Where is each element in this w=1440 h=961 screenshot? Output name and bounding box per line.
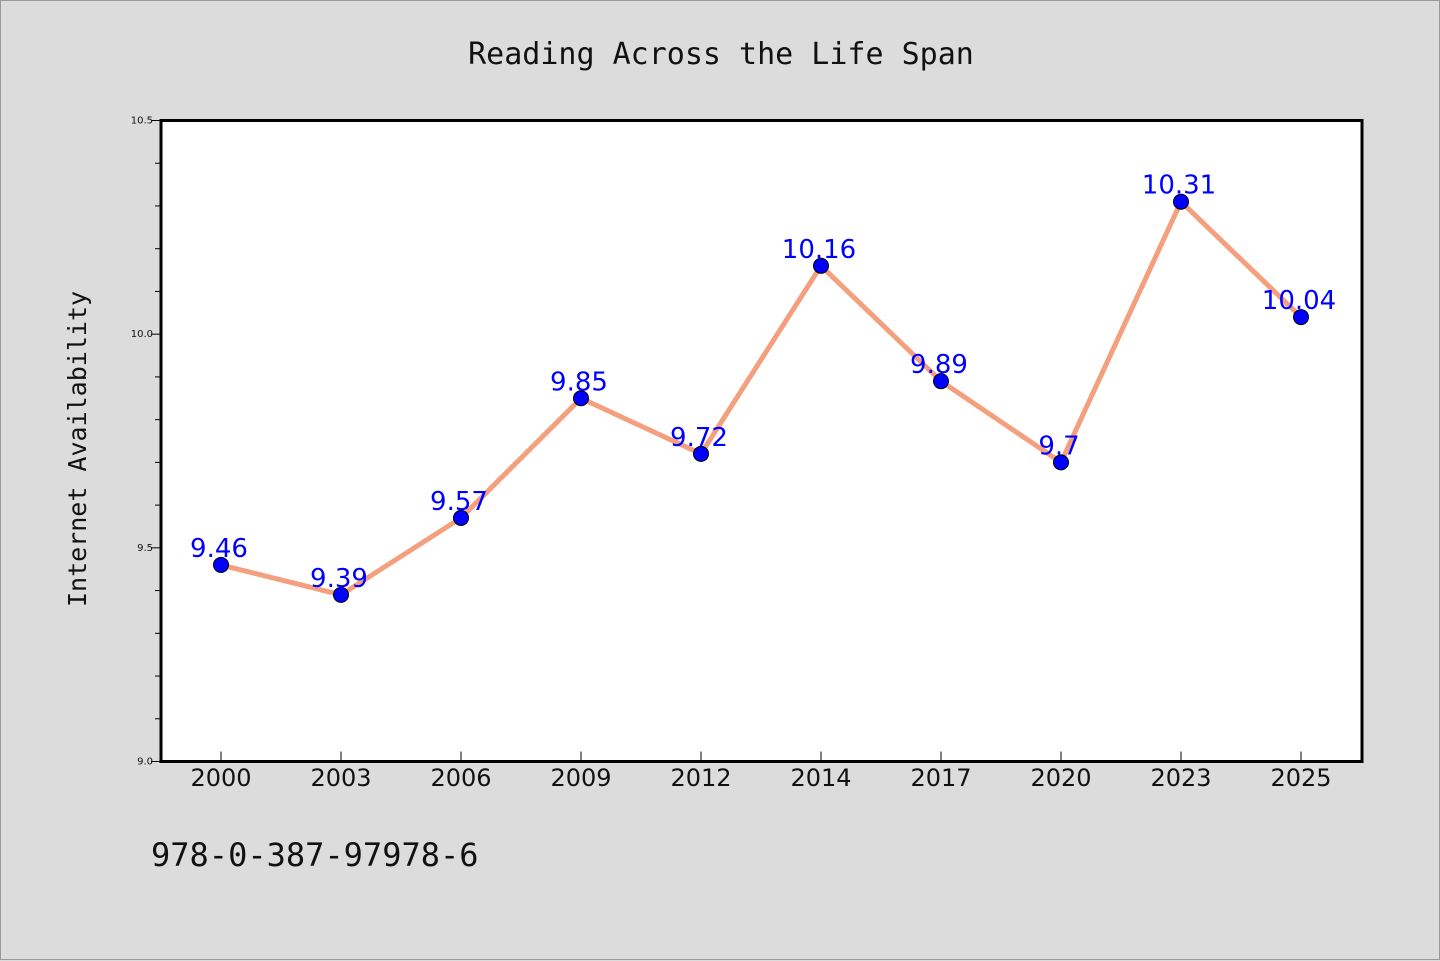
data-label-layer: 9.46 9.39 9.57 9.85 9.72 10.16 9.89 9.7 10.31 10.… — [190, 171, 1336, 594]
series-line — [218, 199, 1304, 598]
data-point-marker — [693, 445, 709, 462]
data-label: 9.57 — [430, 487, 488, 517]
data-point-marker — [333, 586, 349, 603]
x-tick-label: 2012 — [670, 764, 731, 792]
x-tick-label: 2006 — [430, 764, 491, 792]
plot-border — [159, 119, 1364, 763]
y-axis-label: Internet Availability — [63, 291, 92, 607]
data-label: 9.85 — [550, 367, 608, 397]
x-tick-label: 2003 — [310, 764, 371, 792]
data-label: 9.72 — [670, 423, 728, 453]
data-point-marker — [453, 509, 469, 526]
footer-code: 978-0-387-97978-6 — [151, 836, 479, 874]
data-label: 9.89 — [910, 350, 968, 380]
data-point-marker — [573, 390, 589, 407]
data-point-marker — [1173, 193, 1189, 210]
data-label: 10.16 — [782, 235, 856, 265]
data-point-marker — [1053, 454, 1069, 471]
series-layer — [213, 193, 1309, 603]
x-tick-label: 2017 — [910, 764, 971, 792]
y-tick-label: 10.5 — [131, 116, 153, 127]
data-point-marker — [213, 556, 229, 573]
y-tick-label: 10.0 — [131, 329, 153, 340]
data-label: 9.39 — [310, 564, 368, 594]
x-tick-label: 2014 — [790, 764, 851, 792]
data-label: 10.31 — [1142, 171, 1216, 201]
chart-title: Reading Across the Life Span — [468, 37, 974, 72]
data-label: 10.04 — [1262, 286, 1336, 316]
y-tick-label: 9.5 — [137, 543, 153, 554]
x-tick-label: 2025 — [1270, 764, 1331, 792]
data-point-marker — [933, 373, 949, 390]
x-tick-label: 2000 — [190, 764, 251, 792]
data-label: 9.46 — [190, 534, 248, 564]
x-tick-label: 2009 — [550, 764, 611, 792]
x-tick-label: 2020 — [1030, 764, 1091, 792]
y-axis-ticks: 9.0 9.5 10.0 10.5 — [131, 116, 161, 768]
data-point-marker — [813, 257, 829, 274]
x-tick-label: 2023 — [1150, 764, 1211, 792]
x-axis-ticks: 2000 2003 2006 2009 2012 2014 2017 2020 2023 2025 — [190, 751, 1332, 792]
data-label: 9.7 — [1038, 431, 1079, 461]
plot-area — [161, 120, 1362, 762]
data-point-marker — [1293, 309, 1309, 326]
y-tick-label: 9.0 — [137, 757, 153, 768]
